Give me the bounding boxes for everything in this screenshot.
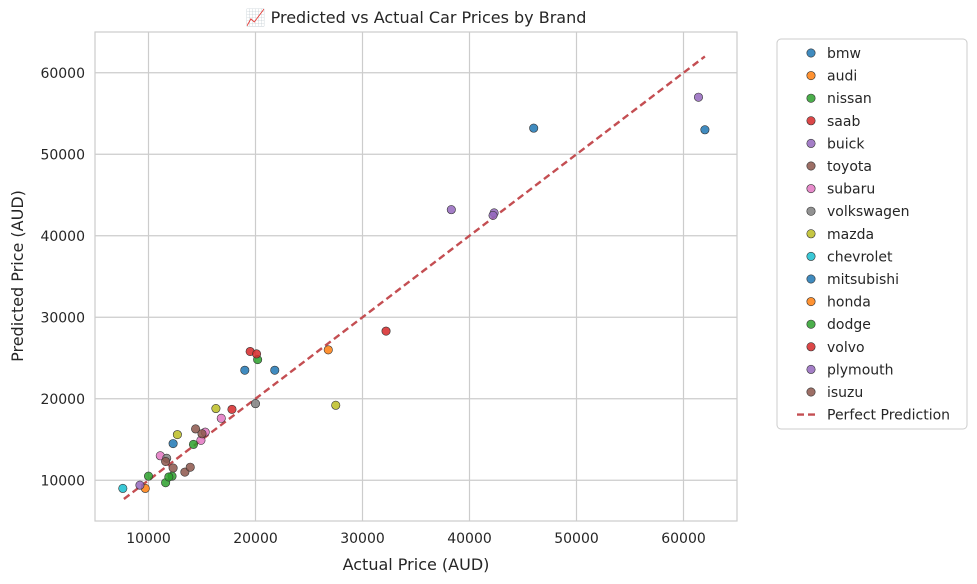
legend-label-honda: honda (827, 295, 871, 311)
legend-marker-mitsubishi (806, 274, 816, 284)
point-buick (693, 92, 703, 102)
point-dodge (164, 472, 174, 482)
point-subaru (216, 413, 226, 423)
legend-items: bmw audi nissan saab buick toyota subaru volksw… (797, 46, 950, 424)
point-toyota (168, 463, 178, 473)
x-tick-label: 30000 (340, 531, 385, 547)
legend-marker-honda (806, 297, 816, 307)
y-tick-label: 40000 (40, 229, 85, 245)
legend-label-dodge: dodge (827, 317, 871, 333)
legend-label-toyota: toyota (827, 159, 872, 175)
legend-marker-audi (806, 71, 816, 81)
point-buick (488, 210, 498, 220)
legend-marker-plymouth (806, 364, 816, 374)
legend-label-perfect-prediction: Perfect Prediction (827, 408, 950, 424)
x-tick-label: 50000 (554, 531, 599, 547)
y-tick-label: 50000 (40, 147, 85, 163)
legend-label-audi: audi (827, 69, 857, 85)
x-tick-label: 20000 (233, 531, 278, 547)
legend-marker-chevrolet (806, 251, 816, 261)
legend-marker-nissan (806, 93, 816, 103)
legend-marker-bmw (806, 48, 816, 58)
legend-marker-volvo (806, 342, 816, 352)
point-saab (252, 349, 262, 359)
point-bmw (700, 125, 710, 135)
legend-label-buick: buick (827, 136, 865, 152)
legend-marker-toyota (806, 161, 816, 171)
legend-label-chevrolet: chevrolet (827, 249, 893, 265)
legend-label-mazda: mazda (827, 227, 874, 243)
y-tick-label: 20000 (40, 392, 85, 408)
x-tick-label: 40000 (447, 531, 492, 547)
point-isuzu (197, 429, 207, 439)
legend-marker-subaru (806, 184, 816, 194)
legend-label-volkswagen: volkswagen (827, 204, 910, 220)
y-axis-label: Predicted Price (AUD) (8, 190, 27, 362)
legend-box (776, 38, 968, 430)
perfect-prediction-line (123, 55, 706, 500)
x-tick-label: 60000 (661, 531, 706, 547)
point-mitsubishi (168, 439, 178, 449)
legend-marker-isuzu (806, 387, 816, 397)
point-mazda (172, 430, 182, 440)
y-tick-labels: 10000 20000 30000 40000 50000 60000 (40, 66, 85, 490)
chart-title: 📈 Predicted vs Actual Car Prices by Bran… (246, 8, 587, 27)
point-isuzu (185, 462, 195, 472)
legend-label-plymouth: plymouth (827, 362, 894, 378)
point-buick (446, 205, 456, 215)
y-tick-label: 60000 (40, 66, 85, 82)
point-chevrolet (118, 483, 128, 493)
legend-label-volvo: volvo (827, 340, 865, 356)
scatter-points (118, 92, 710, 493)
point-nissan (144, 471, 154, 481)
point-isuzu (161, 457, 171, 467)
plot-area: 10000 20000 30000 40000 50000 60000 10000 2000… (40, 31, 738, 547)
x-axis-label: Actual Price (AUD) (343, 555, 490, 574)
x-tick-labels: 10000 20000 30000 40000 50000 60000 (126, 531, 706, 547)
legend-label-isuzu: isuzu (827, 385, 863, 401)
point-plymouth (135, 480, 145, 490)
point-mazda (331, 400, 341, 410)
legend-label-saab: saab (827, 114, 860, 130)
point-volvo (381, 326, 391, 336)
legend-marker-mazda (806, 229, 816, 239)
point-audi (323, 345, 333, 355)
point-mazda (211, 404, 221, 414)
legend-label-bmw: bmw (827, 46, 861, 62)
y-tick-label: 10000 (40, 473, 85, 489)
point-bmw (270, 365, 280, 375)
legend-label-subaru: subaru (827, 182, 875, 198)
legend-marker-buick (806, 138, 816, 148)
point-toyota (191, 424, 201, 434)
legend-marker-volkswagen (806, 206, 816, 216)
legend-marker-saab (806, 116, 816, 126)
point-saab (227, 404, 237, 414)
legend-label-mitsubishi: mitsubishi (827, 272, 899, 288)
point-volkswagen (251, 399, 261, 409)
x-tick-label: 10000 (126, 531, 171, 547)
y-tick-label: 30000 (40, 310, 85, 326)
legend-label-nissan: nissan (827, 91, 872, 107)
point-bmw (240, 365, 250, 375)
point-bmw (529, 123, 539, 133)
gridlines (95, 32, 737, 521)
point-dodge (188, 439, 198, 449)
legend-marker-dodge (806, 319, 816, 329)
legend: bmw audi nissan saab buick toyota subaru volksw… (776, 38, 968, 430)
